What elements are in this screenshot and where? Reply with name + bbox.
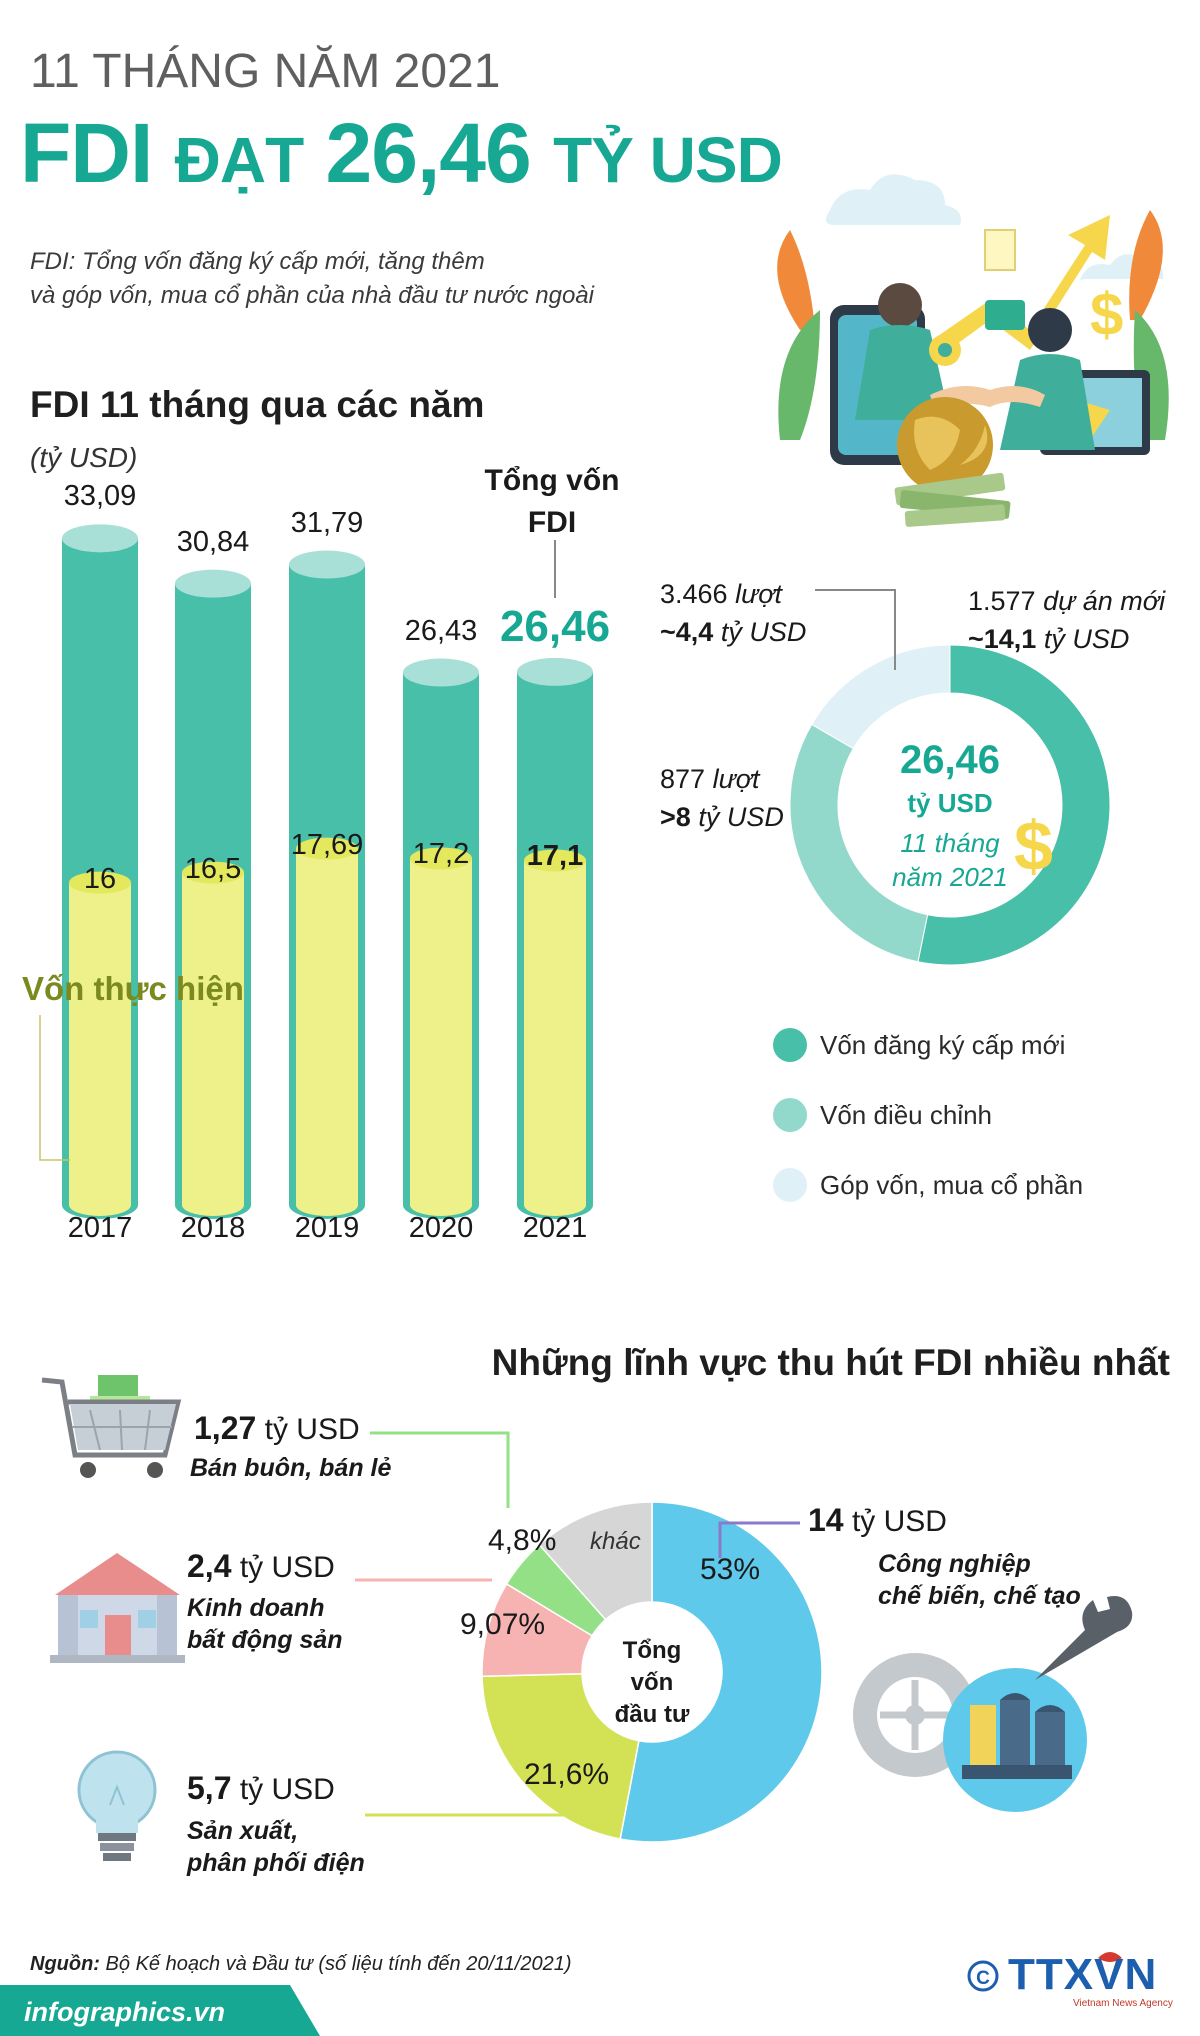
svg-text:C: C (976, 1968, 990, 1989)
total-bar-cap-2020 (403, 658, 479, 687)
value-electricity: 5,7 tỷ USD (187, 1770, 335, 1806)
donut1-center-period: 11 tháng năm 2021 (892, 828, 1008, 892)
brand-subtitle: Vietnam News Agency (1073, 1998, 1173, 2009)
realized-bar-cap-2018 (182, 861, 244, 884)
bar-chart-title: FDI 11 tháng qua các năm (30, 384, 485, 425)
value-wholesale: 1,27 tỷ USD (194, 1410, 360, 1446)
total-bar-cap-2018 (175, 569, 251, 598)
value-manufacturing: 14 tỷ USD (808, 1502, 947, 1538)
realized-bar-2020 (410, 858, 472, 1205)
realized-bar-cap-2020 (410, 847, 472, 870)
definition-line-2: và góp vốn, mua cổ phần của nhà đầu tư n… (30, 282, 594, 309)
donut1-center-unit: tỷ USD (907, 788, 993, 818)
house-icon (50, 1553, 185, 1663)
business-handshake-illustration: $ (777, 174, 1169, 527)
realized-value-2017: 16 (83, 862, 117, 895)
dollar-icon: $ (1014, 807, 1053, 885)
website-link[interactable]: infographics.vn (24, 1997, 226, 2027)
light-bulb-icon (77, 1750, 157, 1861)
realized-bar-cap-2017 (69, 871, 131, 894)
realized-bar-cap-2021 (524, 849, 586, 872)
bar-chart-unit: (tỷ USD) (30, 442, 138, 473)
footer-band (0, 1985, 320, 2036)
donut1-slice-0 (917, 644, 1111, 966)
pointer-manufacturing (718, 1521, 800, 1558)
legend-shares: Góp vốn, mua cổ phần (820, 1170, 1084, 1200)
year-label-2019: 2019 (294, 1212, 360, 1244)
realized-bar-base-2018 (182, 1194, 244, 1216)
legend-swatch-shares (773, 1168, 807, 1202)
total-value-2020: 26,43 (404, 614, 478, 647)
legend-swatch-adjusted (773, 1098, 807, 1132)
svg-text:$: $ (1090, 281, 1123, 348)
sector-chart-title: Những lĩnh vực thu hút FDI nhiều nhất (491, 1342, 1170, 1383)
definition-line-1: FDI: Tổng vốn đăng ký cấp mới, tăng thêm (30, 248, 485, 275)
total-fdi-label: Tổng vốn FDI (484, 464, 620, 539)
total-bar-cap-2019 (289, 550, 365, 579)
year-label-2018: 2018 (180, 1212, 246, 1244)
realized-bar-2019 (296, 848, 358, 1205)
factory-gear-icon (853, 1596, 1133, 1812)
fdi-structure-donut (789, 644, 1111, 966)
donut1-pointer-line (815, 589, 896, 670)
realized-label: Vốn thực hiện (22, 970, 244, 1007)
realized-bar-2017 (69, 882, 131, 1205)
total-value-2021: 26,46 (499, 601, 611, 651)
realized-bar-base-2020 (410, 1194, 472, 1216)
pct-electricity: 21,6% (524, 1758, 610, 1791)
realized-pointer-line (39, 1015, 70, 1161)
realized-value-2019: 17,69 (290, 828, 364, 861)
year-label-2021: 2021 (522, 1212, 588, 1244)
legend-adjusted: Vốn điều chỉnh (820, 1100, 993, 1130)
pct-other: khác (590, 1528, 641, 1555)
source-note: Nguồn: Bộ Kế hoạch và Đầu tư (số liệu tí… (30, 1953, 572, 1975)
new-annotation: 1.577 dự án mới ~14,1 tỷ USD (968, 586, 1166, 654)
brand-logo: TTXVN (1008, 1950, 1158, 1999)
donut1-slice-2 (811, 644, 951, 750)
year-label-2017: 2017 (67, 1212, 133, 1244)
total-bar-cap-2021 (517, 657, 593, 686)
realized-value-2020: 17,2 (412, 838, 470, 871)
sector-donut-hole (582, 1602, 722, 1742)
realized-value-2018: 16,5 (184, 852, 242, 885)
realized-value-2021: 17,1 (526, 840, 584, 873)
total-bar-cap-2017 (62, 524, 138, 553)
realized-bar-2021 (524, 860, 586, 1205)
donut1-center-value: 26,46 (899, 738, 1001, 782)
legend-new: Vốn đăng ký cấp mới (820, 1030, 1066, 1060)
total-value-2018: 30,84 (176, 525, 250, 558)
name-electricity: Sản xuất, phân phối điện (187, 1817, 365, 1877)
total-value-2017: 33,09 (63, 480, 137, 513)
page-title: FDI ĐẠT 26,46 TỶ USD (20, 106, 783, 200)
name-manufacturing: Công nghiệp chế biến, chế tạo (878, 1550, 1081, 1610)
realized-bar-base-2017 (69, 1194, 131, 1216)
realized-bar-base-2019 (296, 1194, 358, 1216)
pct-wholesale: 4,8% (488, 1524, 557, 1557)
shopping-cart-icon (41, 1375, 182, 1478)
value-realestate: 2,4 tỷ USD (187, 1548, 335, 1584)
year-label-2020: 2020 (408, 1212, 474, 1244)
supertitle: 11 THÁNG NĂM 2021 (30, 45, 501, 98)
legend-swatch-new (773, 1028, 807, 1062)
pointer-wholesale (370, 1431, 510, 1508)
adjusted-annotation: 877 lượt >8 tỷ USD (660, 764, 784, 832)
pct-realestate: 9,07% (460, 1608, 546, 1641)
brand-flame (1098, 1952, 1122, 1962)
name-realestate: Kinh doanh bất động sản (187, 1594, 343, 1654)
shares-annotation: 3.466 lượt ~4,4 tỷ USD (660, 579, 807, 647)
sector-donut (481, 1501, 823, 1843)
realized-bar-2018 (182, 872, 244, 1205)
realized-bar-base-2021 (524, 1194, 586, 1216)
realized-bar-cap-2019 (296, 837, 358, 860)
donut2-center-label: Tổng vốn đầu tư (614, 1637, 690, 1728)
pct-manufacturing: 53% (700, 1553, 761, 1586)
total-value-2019: 31,79 (290, 506, 364, 539)
copyright-icon (967, 1960, 999, 1992)
fdi-bar-chart (62, 524, 593, 1219)
name-wholesale: Bán buôn, bán lẻ (190, 1454, 392, 1482)
